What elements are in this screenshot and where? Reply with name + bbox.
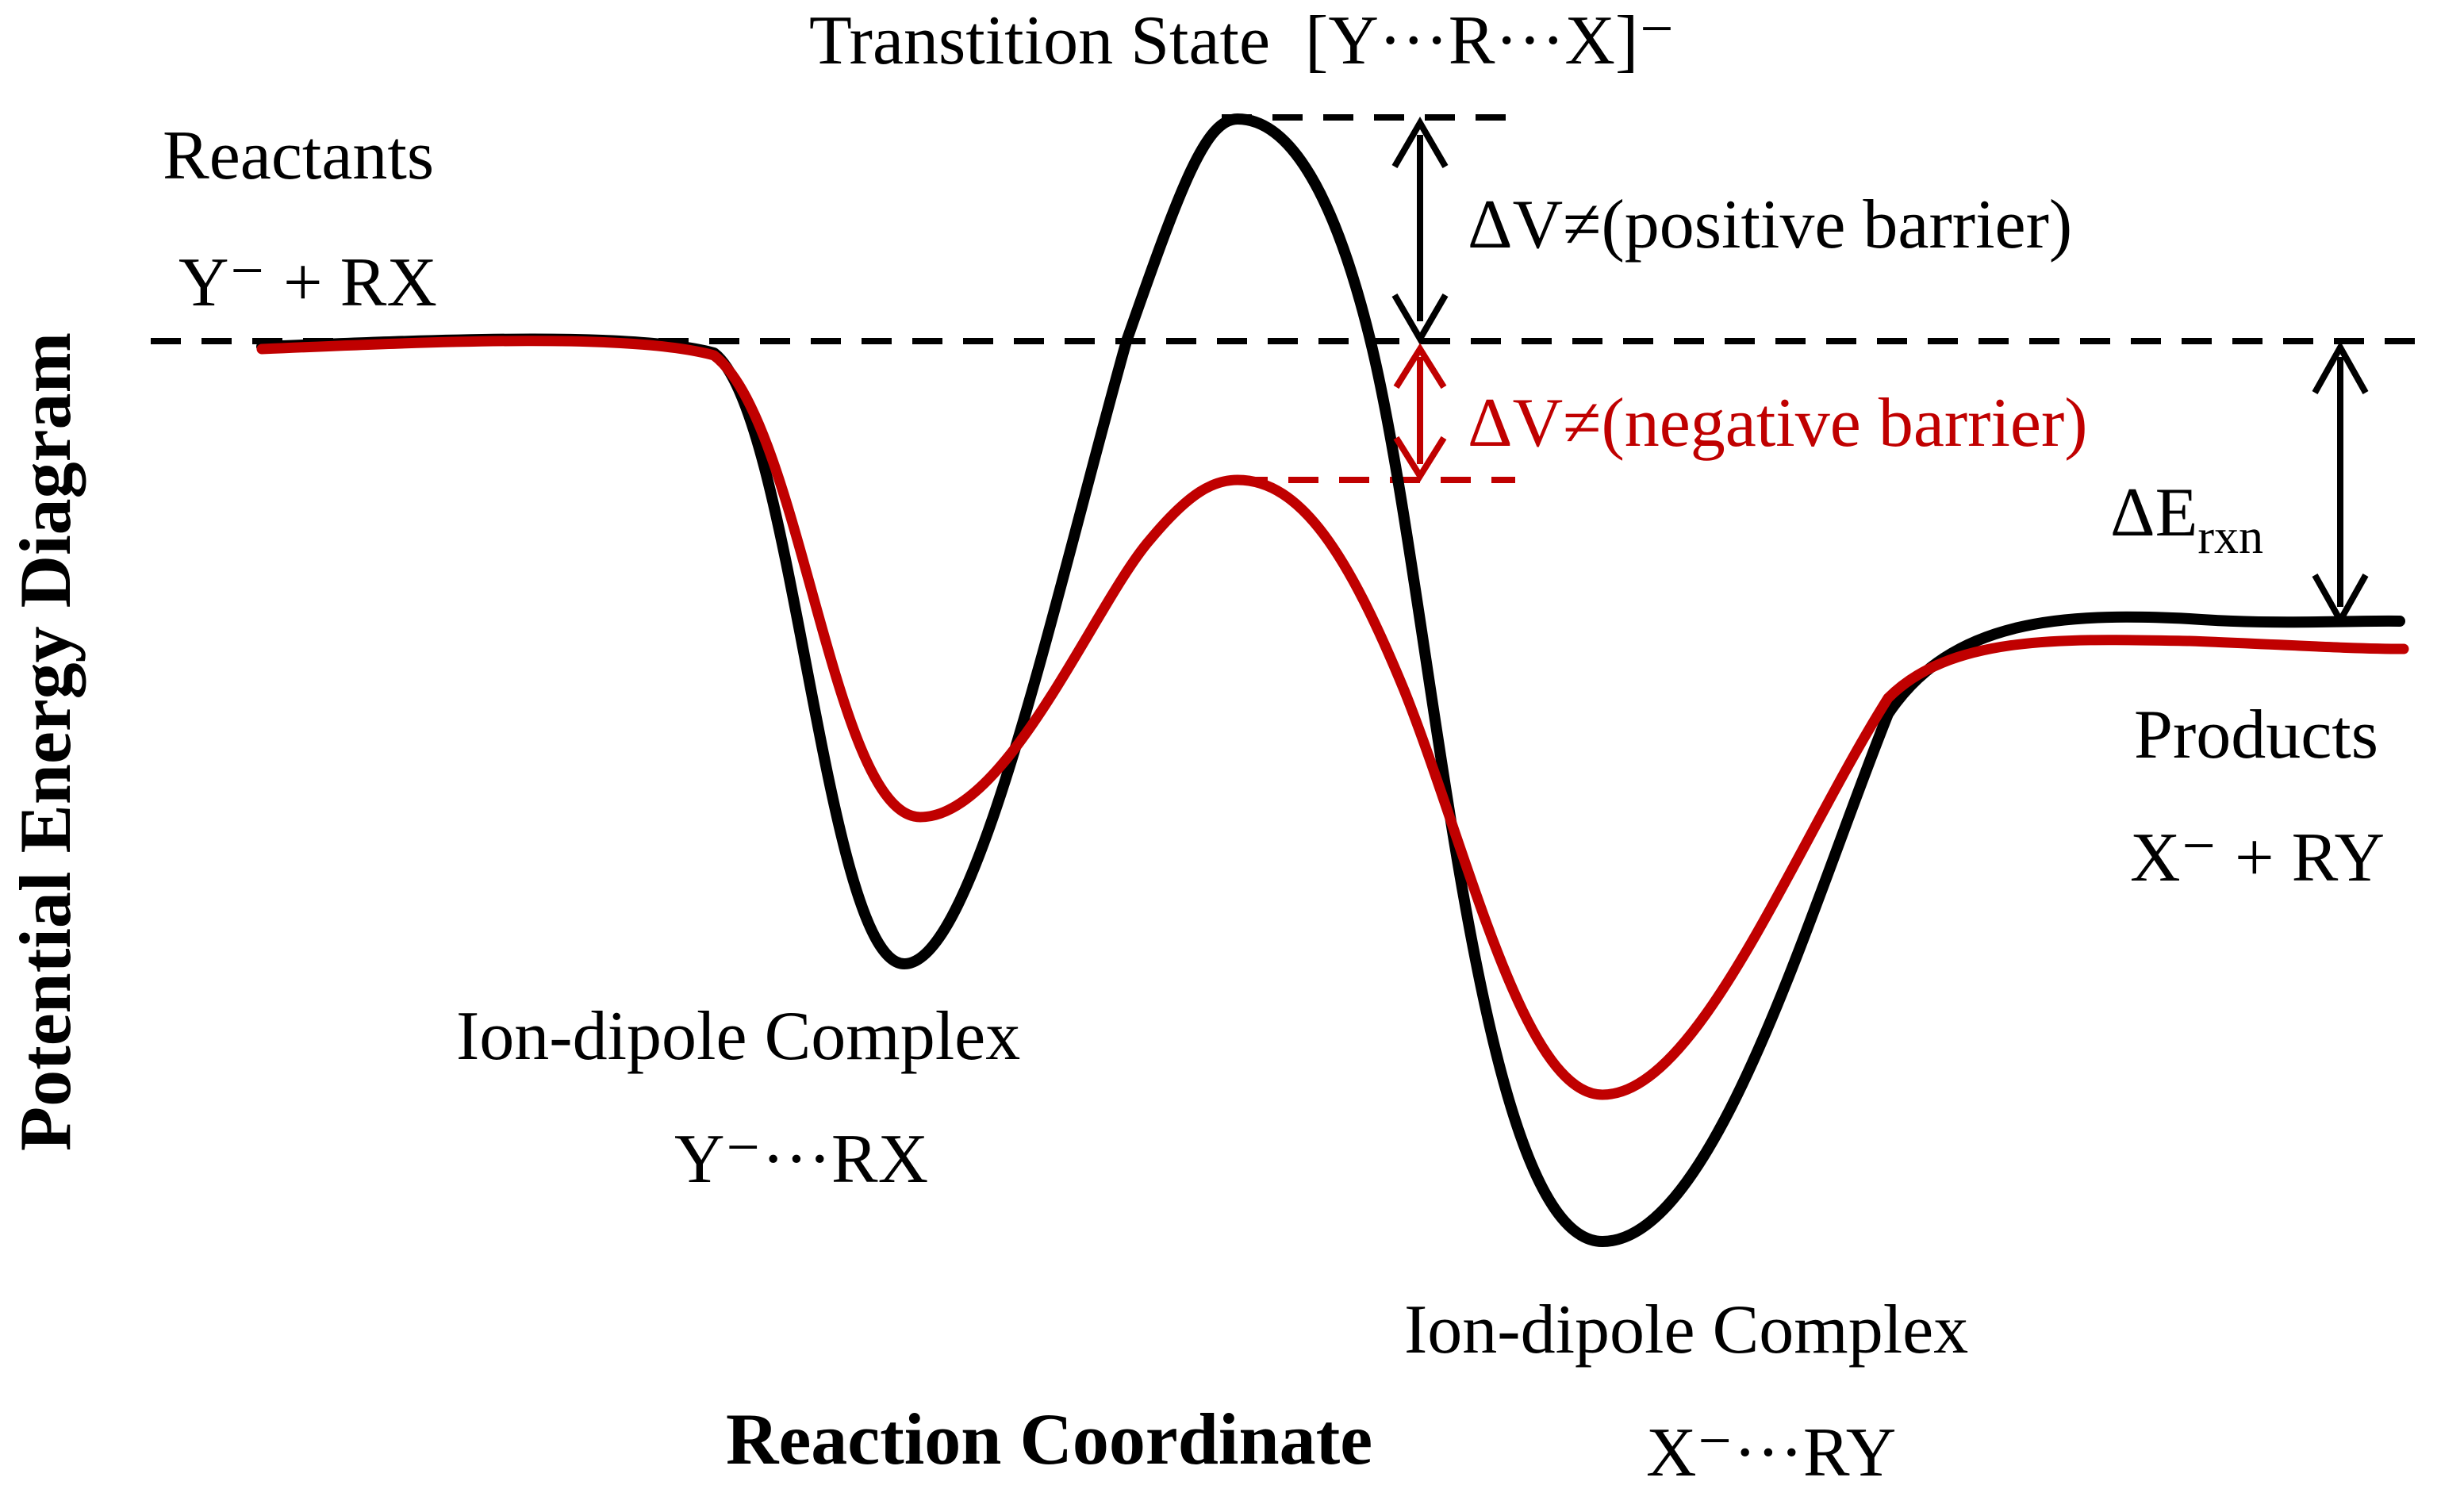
products-formula: X⁻ + RY: [2130, 819, 2385, 896]
negative-barrier-curve: [256, 336, 2409, 1100]
transition-state-label: Transtition State [Y···R···X]⁻: [809, 2, 1675, 79]
complex1-label: Ion-dipole Complex: [456, 998, 1020, 1075]
delta-e-subscript: rxn: [2197, 510, 2263, 564]
positive-barrier-label: ΔV≠(positive barrier): [1468, 186, 2072, 263]
complex2-label: Ion-dipole Complex: [1404, 1291, 1968, 1368]
x-axis-title: Reaction Coordinate: [726, 1399, 1372, 1479]
negative-barrier-arrow: [1393, 343, 1447, 482]
reactants-label: Reactants: [163, 117, 434, 194]
products-label: Products: [2134, 697, 2378, 773]
negative-barrier-label: ΔV≠(negative barrier): [1468, 385, 2088, 462]
y-axis-title: Potential Energy Diagram: [5, 332, 86, 1151]
delta-e-symbol: ΔE: [2110, 474, 2197, 551]
positive-barrier-arrow: [1391, 117, 1449, 345]
delta-e-arrow: [2312, 340, 2369, 627]
complex2-formula: X⁻···RY: [1646, 1414, 1896, 1489]
positive-barrier-curve: [256, 113, 2405, 1247]
reactants-formula: Y⁻ + RX: [178, 244, 437, 321]
complex1-formula: Y⁻···RX: [674, 1121, 928, 1198]
delta-e-label: ΔErxn: [2110, 474, 2263, 564]
